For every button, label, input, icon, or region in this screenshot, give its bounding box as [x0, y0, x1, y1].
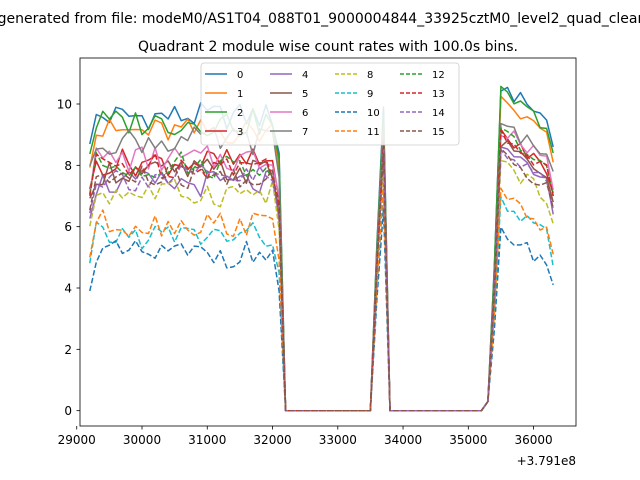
legend-label-8: 8 — [367, 70, 373, 81]
suptitle: Plot generated from file: modeM0/AS1T04_… — [0, 11, 640, 27]
x-tick-label: 29000 — [58, 433, 96, 447]
y-tick-label: 10 — [57, 98, 72, 112]
legend-label-13: 13 — [432, 89, 445, 100]
legend-box — [200, 62, 460, 146]
legend-label-7: 7 — [302, 127, 308, 138]
legend-label-4: 4 — [302, 70, 308, 81]
y-tick-label: 0 — [64, 404, 72, 418]
series-line-15 — [89, 147, 554, 412]
x-offset-label: +3.791e8 — [517, 454, 576, 468]
legend-label-1: 1 — [237, 89, 243, 100]
x-axis-ticks: 29000 30000 31000 32000 33000 34000 35000 36000 — [58, 426, 553, 447]
x-tick-label: 34000 — [384, 433, 422, 447]
y-tick-label: 8 — [64, 159, 72, 173]
plot-lines — [89, 85, 554, 412]
x-tick-label: 32000 — [253, 433, 291, 447]
x-tick-label: 33000 — [319, 433, 357, 447]
legend-label-2: 2 — [237, 108, 243, 119]
x-tick-label: 35000 — [449, 433, 487, 447]
y-axis-ticks: 0 2 4 6 8 10 — [57, 98, 80, 418]
x-tick-label: 31000 — [188, 433, 226, 447]
plot-frame — [79, 57, 577, 427]
legend-label-15: 15 — [432, 127, 445, 138]
legend-label-14: 14 — [432, 108, 445, 119]
plot-title: Quadrant 2 module wise count rates with … — [138, 39, 518, 55]
y-tick-label: 6 — [64, 220, 72, 234]
legend-label-12: 12 — [432, 70, 445, 81]
legend-label-0: 0 — [237, 70, 243, 81]
legend-label-3: 3 — [237, 127, 243, 138]
y-tick-label: 4 — [64, 282, 72, 296]
legend-label-11: 11 — [367, 127, 380, 138]
x-tick-label: 36000 — [514, 433, 552, 447]
legend-label-10: 10 — [367, 108, 380, 119]
legend-label-6: 6 — [302, 108, 308, 119]
x-tick-label: 30000 — [123, 433, 161, 447]
legend-label-5: 5 — [302, 89, 308, 100]
legend-label-9: 9 — [367, 89, 373, 100]
y-tick-label: 2 — [64, 343, 72, 357]
